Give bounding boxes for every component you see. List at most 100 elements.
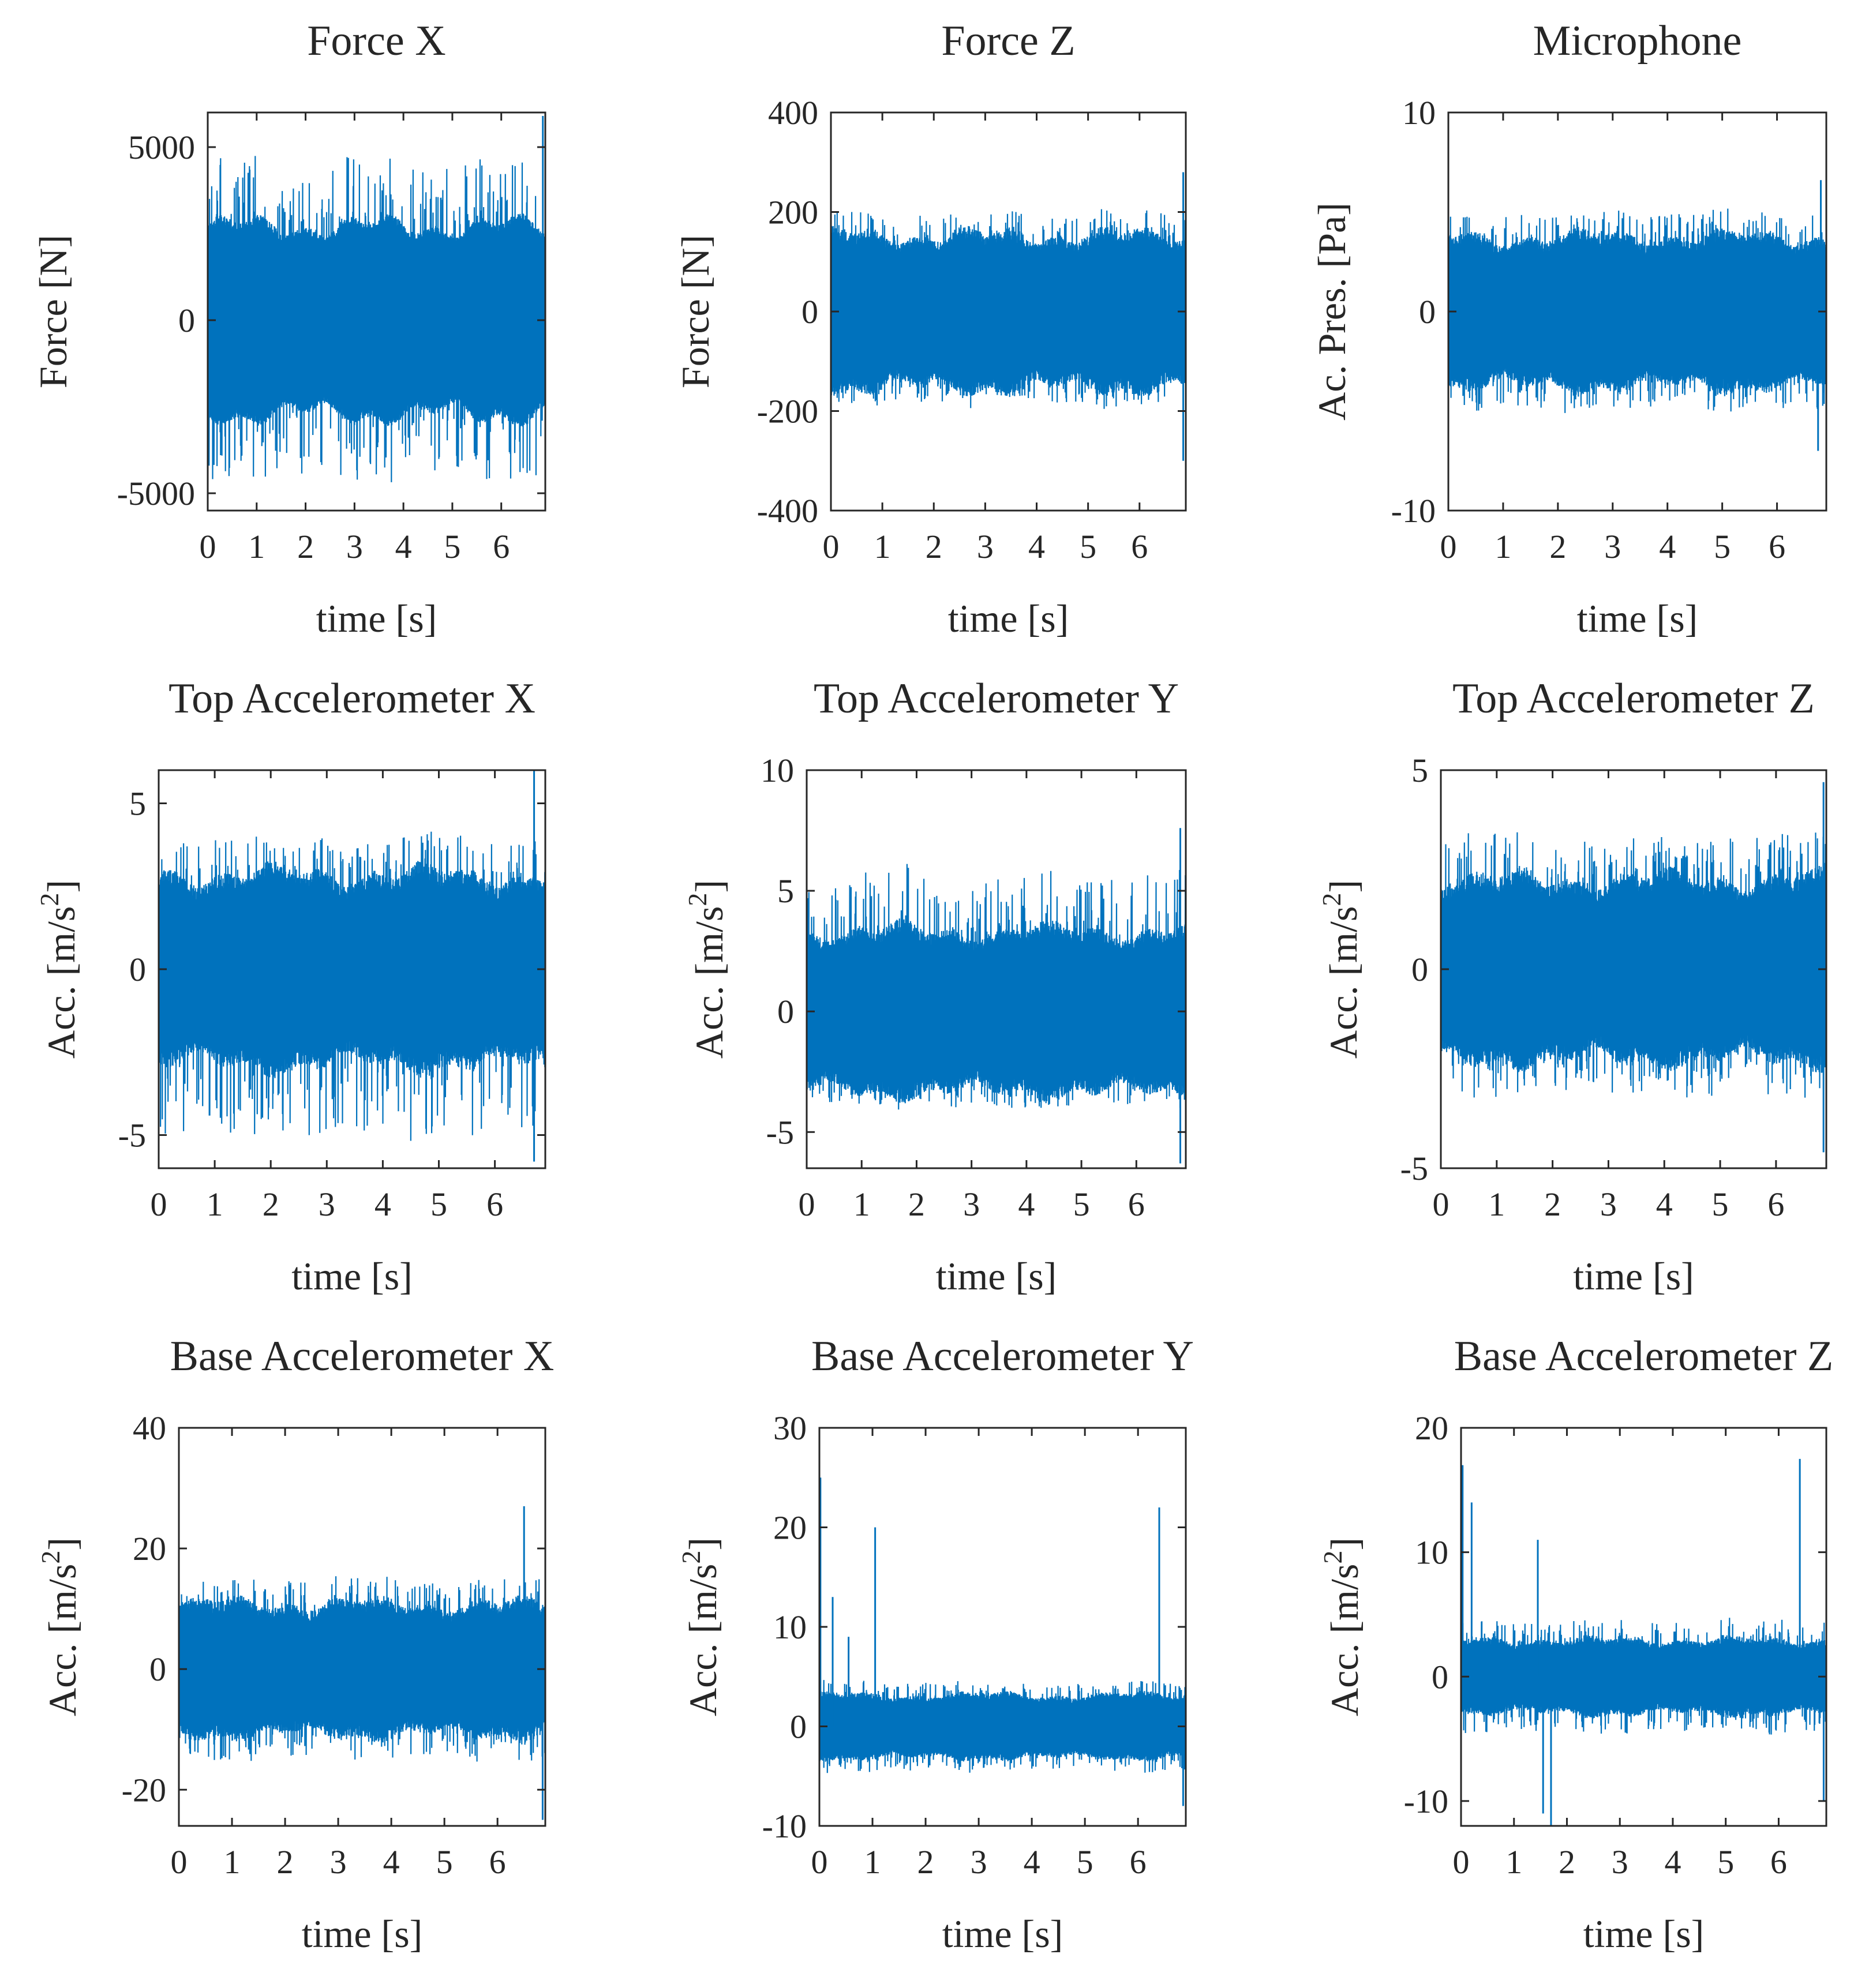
x-tick-label: 6: [489, 1843, 506, 1881]
y-tick-label: -10: [762, 1807, 807, 1845]
x-tick-label: 3: [330, 1843, 347, 1881]
x-tick-label: 4: [383, 1843, 400, 1881]
x-tick-label: 4: [1028, 528, 1045, 565]
x-tick-label: 2: [926, 528, 942, 565]
x-tick-label: 1: [1488, 1186, 1505, 1223]
y-tick-label: 0: [1419, 293, 1436, 331]
y-axis-label: Acc. [m/s2]: [1317, 880, 1365, 1059]
x-tick-label: 0: [799, 1186, 815, 1223]
x-tick-label: 5: [1080, 528, 1096, 565]
x-tick-label: 4: [1024, 1843, 1040, 1881]
y-tick-label: -5: [766, 1113, 794, 1151]
x-axis-label: time [s]: [291, 1254, 413, 1298]
y-tick-label: 10: [1402, 94, 1436, 132]
y-axis-label: Acc. [m/s2]: [676, 1537, 725, 1716]
x-axis-label: time [s]: [1583, 1912, 1705, 1956]
x-tick-label: 6: [1767, 1186, 1784, 1223]
x-tick-label: 2: [1544, 1186, 1561, 1223]
axes-frame: [178, 1427, 546, 1827]
x-tick-label: 5: [1712, 1186, 1729, 1223]
x-tick-label: 0: [823, 528, 840, 565]
y-tick-label: -20: [122, 1771, 166, 1809]
x-tick-label: 1: [224, 1843, 241, 1881]
x-tick-label: 5: [444, 528, 460, 565]
y-tick-label: 0: [1411, 951, 1428, 988]
x-tick-label: 1: [248, 528, 265, 565]
y-axis-label: Ac. Pres. [Pa]: [1310, 202, 1354, 421]
y-tick-label: -400: [757, 492, 818, 530]
x-tick-label: 2: [1559, 1843, 1575, 1881]
axes-frame: [1460, 1427, 1827, 1827]
x-axis-label: time [s]: [936, 1254, 1057, 1298]
x-tick-label: 1: [864, 1843, 881, 1881]
x-tick-label: 3: [1600, 1186, 1617, 1223]
x-tick-label: 3: [1604, 528, 1621, 565]
x-tick-label: 2: [908, 1186, 925, 1223]
x-tick-label: 1: [207, 1186, 223, 1223]
y-tick-label: 5: [1411, 752, 1428, 789]
y-axis-label: Acc. [m/s2]: [683, 880, 731, 1059]
x-tick-label: 3: [971, 1843, 987, 1881]
y-tick-label: 30: [773, 1409, 807, 1447]
x-axis-label: time [s]: [948, 597, 1069, 640]
x-tick-label: 0: [811, 1843, 828, 1881]
y-tick-label: 0: [801, 293, 818, 331]
subplot-title: Base Accelerometer X: [170, 1333, 555, 1380]
signal-trace: [1447, 208, 1827, 413]
y-tick-label: -10: [1391, 492, 1436, 530]
y-tick-label: -5000: [117, 475, 195, 512]
y-axis-label: Acc. [m/s2]: [35, 880, 83, 1059]
y-axis-label: Force [N]: [673, 235, 717, 388]
signal-trace: [806, 864, 1187, 1110]
x-tick-label: 5: [436, 1843, 453, 1881]
x-tick-label: 6: [1770, 1843, 1787, 1881]
y-tick-label: -200: [757, 393, 818, 430]
signal-trace: [818, 1680, 1187, 1773]
y-axis-label: Acc. [m/s2]: [1318, 1537, 1366, 1716]
x-tick-label: 5: [430, 1186, 447, 1223]
x-tick-label: 3: [1612, 1843, 1628, 1881]
signal-trace: [178, 1576, 546, 1762]
x-tick-label: 0: [171, 1843, 188, 1881]
signal-trace: [1440, 832, 1827, 1098]
y-tick-label: -10: [1404, 1783, 1448, 1820]
y-tick-label: 0: [777, 993, 794, 1030]
y-axis-label: Acc. [m/s2]: [36, 1537, 84, 1716]
x-tick-label: 2: [917, 1843, 934, 1881]
x-tick-label: 2: [297, 528, 314, 565]
subplot-title: Microphone: [1533, 17, 1742, 65]
y-tick-label: -5: [1400, 1150, 1428, 1187]
x-axis-label: time [s]: [942, 1912, 1063, 1956]
y-tick-label: 5: [129, 785, 146, 823]
subplot-title: Force X: [307, 17, 445, 65]
x-tick-label: 2: [263, 1186, 279, 1223]
x-tick-label: 5: [1714, 528, 1731, 565]
x-axis-label: time [s]: [1577, 597, 1698, 640]
y-tick-label: 10: [773, 1608, 807, 1646]
y-tick-label: 5: [777, 872, 794, 910]
x-tick-label: 0: [151, 1186, 167, 1223]
y-tick-label: 0: [149, 1651, 166, 1688]
x-tick-label: 1: [874, 528, 891, 565]
x-tick-label: 1: [1495, 528, 1511, 565]
subplot-title: Base Accelerometer Y: [811, 1333, 1194, 1380]
subplot-title: Top Accelerometer Y: [814, 675, 1179, 722]
signal-trace: [1460, 1618, 1827, 1735]
x-tick-label: 3: [963, 1186, 980, 1223]
x-tick-label: 5: [1717, 1843, 1734, 1881]
y-tick-label: 400: [768, 94, 818, 132]
y-tick-label: 10: [761, 752, 794, 789]
x-tick-label: 3: [977, 528, 994, 565]
y-tick-label: -5: [118, 1117, 146, 1154]
x-tick-label: 2: [1549, 528, 1566, 565]
y-tick-label: 10: [1415, 1534, 1448, 1571]
x-tick-label: 4: [1656, 1186, 1673, 1223]
x-tick-label: 4: [374, 1186, 391, 1223]
x-tick-label: 5: [1077, 1843, 1093, 1881]
